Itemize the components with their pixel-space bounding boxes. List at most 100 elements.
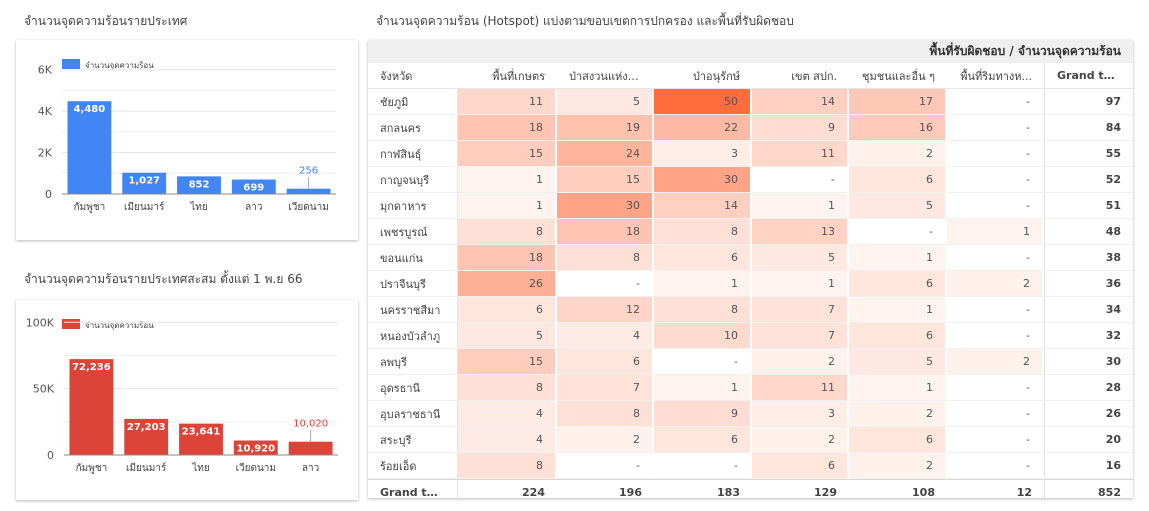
column-header-2[interactable]: ป่าสงวนแห่งช... [557, 63, 654, 89]
bar-1[interactable] [122, 172, 167, 194]
value-cell: 6 [752, 453, 849, 479]
bar-1[interactable] [124, 418, 169, 455]
value-cell: 18 [557, 219, 654, 245]
value-cell: 6 [849, 323, 947, 349]
value-cell: - [947, 89, 1044, 115]
row-total-cell: 36 [1044, 271, 1133, 297]
province-cell: กาฬสินธุ์ [368, 141, 458, 167]
column-header-4[interactable]: เขต สปก. [752, 63, 849, 89]
value-cell: 11 [752, 375, 849, 401]
province-cell: หนองบัวลำภู [368, 323, 458, 349]
value-cell: 17 [849, 89, 947, 115]
province-cell: ชัยภูมิ [368, 89, 458, 115]
bar-0[interactable] [69, 359, 114, 455]
column-header-0[interactable]: จังหวัด [368, 63, 458, 89]
value-cell: 5 [557, 89, 654, 115]
column-header-1[interactable]: พื้นที่เกษตร [458, 63, 557, 89]
value-cell: 14 [752, 89, 849, 115]
table-row: เพชรบูรณ์ 8 18 8 13-1 48 [368, 219, 1133, 245]
table-row: ร้อยเอ็ด 8- -6 2-16 [368, 453, 1133, 479]
value-cell: 50 [654, 89, 752, 115]
column-header-6[interactable]: พื้นที่ริมทางห... [947, 63, 1044, 89]
super-header: พื้นที่รับผิดชอบ / จำนวนจุดความร้อน [368, 40, 1133, 63]
value-cell: - [947, 323, 1044, 349]
column-total-cell: 224 [458, 479, 557, 498]
bar-2[interactable] [177, 176, 221, 194]
table-row: ชัยภูมิ 11 5 50 14 17-97 [368, 89, 1133, 115]
column-header-5[interactable]: ชุมชนและอื่น ๆ [849, 63, 947, 89]
column-header-7[interactable]: Grand total [1044, 63, 1133, 89]
value-cell: 15 [458, 349, 557, 375]
table-row: สระบุรี 4 2 6 2 6-20 [368, 427, 1133, 453]
value-cell: 6 [458, 297, 557, 323]
value-cell: 2 [849, 401, 947, 427]
table-row: มุกดาหาร 1 30 14 1 5-51 [368, 193, 1133, 219]
legend-swatch [62, 319, 80, 329]
value-cell: 30 [654, 167, 752, 193]
hotspot-pivot-table: พื้นที่รับผิดชอบ / จำนวนจุดความร้อน จังห… [368, 40, 1133, 498]
province-cell: กาญจนบุรี [368, 167, 458, 193]
column-header-3[interactable]: ป่าอนุรักษ์ [654, 63, 752, 89]
legend-swatch [62, 59, 80, 69]
x-tick-label: เมียนมาร์ [124, 201, 165, 213]
bar-3[interactable] [231, 179, 276, 194]
value-cell: - [752, 167, 849, 193]
value-cell: 14 [654, 193, 752, 219]
value-cell: 22 [654, 115, 752, 141]
province-cell: นครราชสีมา [368, 297, 458, 323]
x-tick-label: เวียดนาม [288, 201, 328, 213]
value-cell: - [557, 271, 654, 297]
bar-4[interactable] [288, 441, 333, 455]
row-total-cell: 97 [1044, 89, 1133, 115]
bar-4[interactable] [286, 188, 331, 194]
table-row: กาฬสินธุ์ 15 24 3 11 2-55 [368, 141, 1133, 167]
bar-2[interactable] [179, 423, 223, 455]
bar-0[interactable] [67, 101, 112, 194]
row-total-cell: 51 [1044, 193, 1133, 219]
value-cell: 3 [654, 141, 752, 167]
value-cell: 5 [458, 323, 557, 349]
province-cell: ขอนแก่น [368, 245, 458, 271]
y-tick-label: 100K [26, 316, 55, 329]
row-total-cell: 26 [1044, 401, 1133, 427]
value-cell: 1 [458, 193, 557, 219]
bar-value-label: 23,641 [182, 427, 221, 438]
row-total-cell: 28 [1044, 375, 1133, 401]
x-tick-label: ลาว [245, 202, 262, 213]
row-total-cell: 55 [1044, 141, 1133, 167]
y-tick-label: 2K [38, 147, 53, 160]
table-row: สกลนคร 18 19 22 9 16-84 [368, 115, 1133, 141]
grand-total-label: Grand total [368, 479, 458, 498]
value-cell: 6 [849, 167, 947, 193]
value-cell: 5 [849, 193, 947, 219]
bar-value-label: 1,027 [128, 176, 160, 187]
cumulative-hotspot-chart-card: จำนวนจุดความร้อน 0 50K 100K 72,236 กัมพูชา 27,… [16, 300, 358, 500]
x-tick-label: เวียดนาม [236, 462, 276, 474]
value-cell: - [654, 453, 752, 479]
province-cell: มุกดาหาร [368, 193, 458, 219]
value-cell: 2 [849, 141, 947, 167]
value-cell: - [947, 167, 1044, 193]
value-cell: 2 [557, 427, 654, 453]
value-cell: 5 [752, 245, 849, 271]
province-cell: ลพบุรี [368, 349, 458, 375]
value-cell: 4 [557, 323, 654, 349]
province-cell: ปราจีนบุรี [368, 271, 458, 297]
table-title: จำนวนจุดความร้อน (Hotspot) แบ่งตามขอบเขต… [376, 14, 794, 28]
legend-label: จำนวนจุดความร้อน [85, 321, 154, 330]
value-cell: 15 [458, 141, 557, 167]
bar-3[interactable] [233, 440, 278, 455]
value-cell: 1 [654, 375, 752, 401]
value-cell: 1 [752, 193, 849, 219]
value-cell: - [947, 115, 1044, 141]
province-cell: เพชรบูรณ์ [368, 219, 458, 245]
value-cell: 2 [947, 271, 1044, 297]
value-cell: 8 [458, 375, 557, 401]
value-cell: 1 [458, 167, 557, 193]
table-row: หนองบัวลำภู 5 4 10 7 6-32 [368, 323, 1133, 349]
row-total-cell: 52 [1044, 167, 1133, 193]
table-row: อุดรธานี 8 7 1 11 1-28 [368, 375, 1133, 401]
y-tick-label: 0 [47, 449, 54, 462]
country-hotspot-bar-chart: จำนวนจุดความร้อน 0 2K 4K 6K 4,480 กัมพูชา 1,027… [38, 59, 336, 213]
row-total-cell: 32 [1044, 323, 1133, 349]
